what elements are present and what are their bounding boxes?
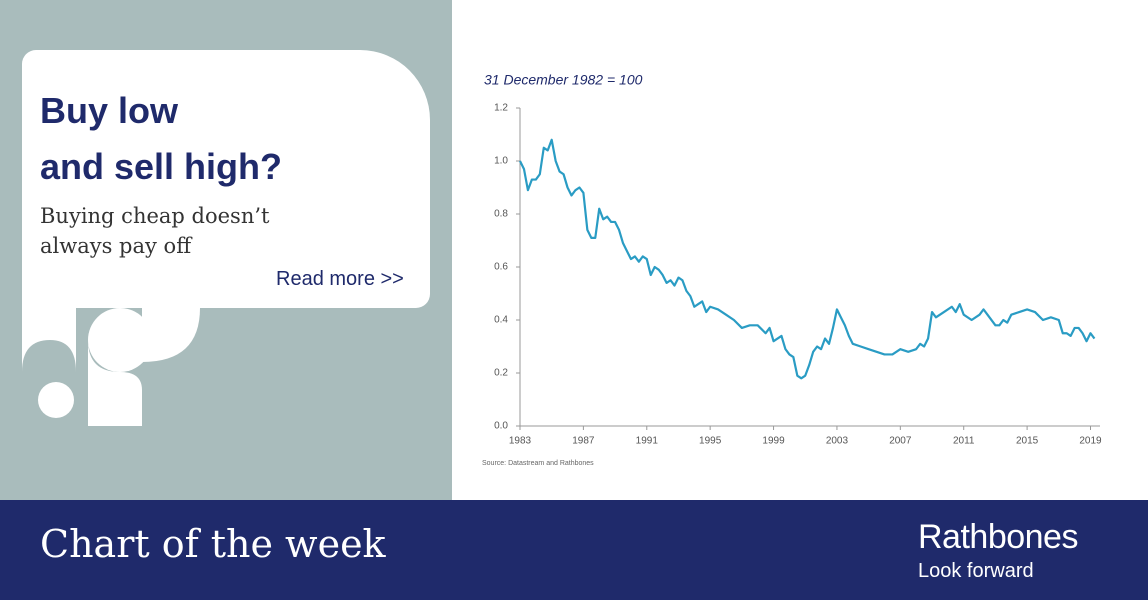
y-tick-label: 0.4 (494, 315, 508, 326)
y-tick-label: 1.2 (494, 103, 508, 114)
x-tick-label: 2015 (1016, 436, 1039, 447)
shape (142, 308, 200, 362)
y-tick-label: 0.6 (494, 262, 508, 273)
left-panel: Buy low and sell high? Buying cheap does… (0, 0, 452, 500)
shape (38, 382, 74, 418)
headline: and sell high? (40, 146, 283, 187)
speech-bubble (22, 50, 430, 308)
x-tick-label: 2003 (826, 436, 849, 447)
footer: Chart of the week Rathbones Look forward (0, 500, 1148, 600)
y-tick-label: 1.0 (494, 156, 508, 167)
shape (88, 308, 152, 372)
chart-subtitle: 31 December 1982 = 100 (484, 72, 643, 88)
subhead: Buying cheap doesn’t (40, 204, 270, 228)
x-tick-label: 2011 (953, 436, 975, 447)
y-tick-label: 0.0 (494, 421, 508, 432)
x-tick-label: 1999 (762, 436, 785, 447)
x-tick-label: 1991 (636, 436, 659, 447)
subhead: always pay off (40, 234, 192, 258)
chart: 31 December 1982 = 100 Source: Datastrea… (482, 72, 1102, 467)
x-tick-label: 2019 (1079, 436, 1102, 447)
x-tick-label: 2007 (889, 436, 912, 447)
source: Source: Datastream and Rathbones (482, 460, 594, 467)
x-tick-label: 1987 (572, 436, 595, 447)
brand: Rathbones (918, 518, 1078, 556)
footer-title: Chart of the week (40, 522, 386, 566)
y-tick-label: 0.2 (494, 368, 508, 379)
tagline: Look forward (918, 560, 1034, 582)
decoration (22, 308, 200, 426)
headline: Buy low (40, 90, 179, 131)
data-line (519, 138, 1096, 380)
shape (88, 340, 142, 426)
y-tick-label: 0.8 (494, 209, 508, 220)
x-tick-label: 1995 (699, 436, 722, 447)
read-more-link[interactable]: Read more >> (276, 268, 404, 290)
x-tick-label: 1983 (509, 436, 532, 447)
shape (22, 340, 76, 372)
